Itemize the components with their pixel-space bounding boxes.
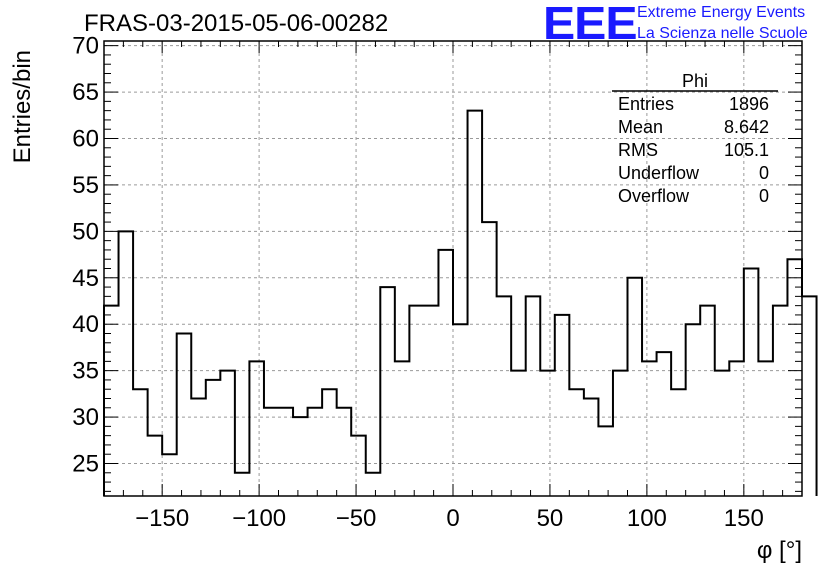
chart-title: FRAS-03-2015-05-06-00282 — [84, 10, 389, 37]
stats-box: Phi Entries 1896 Mean 8.642 RMS 105.1 Underflow… — [612, 71, 778, 206]
y-tick-label: 40 — [72, 311, 99, 338]
y-tick-label: 55 — [72, 172, 99, 199]
y-tick-label: 60 — [72, 126, 99, 153]
stats-row-value: 8.642 — [724, 117, 769, 137]
y-tick-label: 70 — [72, 33, 99, 60]
x-tick-labels: −150 −100 −50 0 50 100 150 — [135, 505, 764, 532]
y-tick-label: 25 — [72, 451, 99, 478]
y-tick-labels: 25 30 35 40 45 50 55 60 65 70 — [72, 33, 99, 478]
stats-row-label: Underflow — [618, 163, 700, 183]
y-axis-label: Entries/bin — [9, 50, 36, 163]
stats-row-value: 0 — [759, 163, 769, 183]
stats-row-value: 1896 — [729, 94, 769, 114]
stats-row-label: Overflow — [618, 186, 690, 206]
x-tick-label: −150 — [135, 505, 189, 532]
x-tick-label: −50 — [336, 505, 377, 532]
histogram-series — [103, 109, 818, 496]
x-tick-label: 50 — [537, 505, 564, 532]
stats-row-label: RMS — [618, 140, 658, 160]
y-tick-label: 50 — [72, 218, 99, 245]
stats-box-title: Phi — [682, 71, 708, 91]
stats-row-value: 105.1 — [724, 140, 769, 160]
y-tick-label: 35 — [72, 358, 99, 385]
y-tick-label: 65 — [72, 79, 99, 106]
stats-row-label: Mean — [618, 117, 663, 137]
x-tick-label: −100 — [232, 505, 286, 532]
stats-row-value: 0 — [759, 186, 769, 206]
logo-line-2: La Scienza nelle Scuole — [637, 25, 808, 42]
y-tick-label: 30 — [72, 404, 99, 431]
x-tick-label: 100 — [627, 505, 667, 532]
eee-logo: EEE — [543, 0, 638, 49]
stats-row-label: Entries — [618, 94, 674, 114]
x-tick-label: 0 — [446, 505, 459, 532]
logo-line-1: Extreme Energy Events — [637, 4, 806, 21]
x-tick-label: 150 — [724, 505, 764, 532]
y-tick-label: 45 — [72, 265, 99, 292]
axis-ticks — [103, 41, 803, 496]
x-axis-label: φ [°] — [757, 537, 802, 564]
